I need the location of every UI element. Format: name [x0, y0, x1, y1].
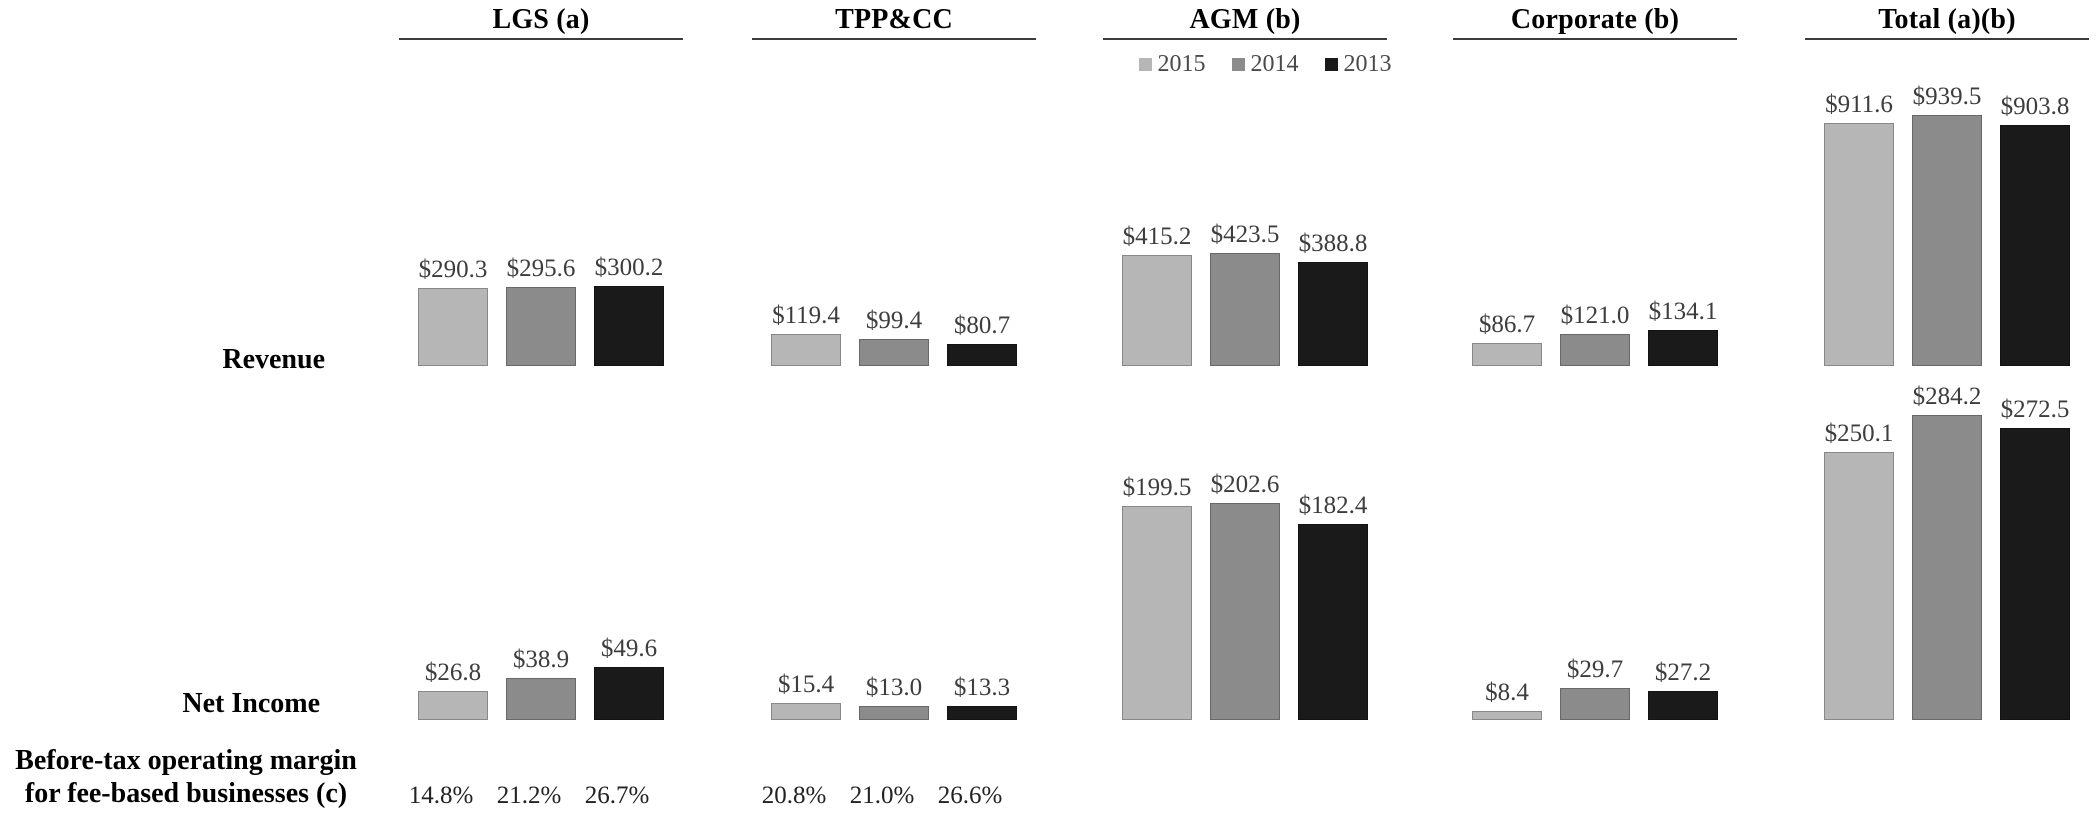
net-income-value-label: $13.0: [865, 674, 923, 701]
legend-swatch-icon: [1231, 57, 1245, 71]
revenue-bar-2015: [1824, 123, 1894, 366]
net-income-value-label: $202.6: [1210, 471, 1280, 498]
revenue-value-label: $415.2: [1122, 223, 1192, 250]
revenue-bar-2014: [1560, 334, 1630, 366]
margin-value-2013: 26.6%: [937, 782, 1003, 809]
margin-value-2014: 21.0%: [849, 782, 915, 809]
legend-swatch-icon: [1324, 57, 1338, 71]
revenue-value-label: $134.1: [1648, 298, 1718, 325]
net-income-bar-2014: [506, 678, 576, 720]
revenue-value-label: $903.8: [2000, 93, 2070, 120]
revenue-value-label: $295.6: [506, 255, 576, 282]
margin-value-2015: 14.8%: [408, 782, 474, 809]
net-income-value-label: $182.4: [1298, 492, 1368, 519]
revenue-bar-2013: [947, 344, 1017, 366]
net-income-bar-2015: [1122, 506, 1192, 720]
net-income-value-label: $27.2: [1654, 659, 1712, 686]
net-income-value-label: $29.7: [1566, 656, 1624, 683]
net-income-value-label: $8.4: [1485, 679, 1529, 706]
revenue-value-label: $119.4: [772, 302, 840, 329]
net-income-value-label: $284.2: [1912, 383, 1982, 410]
legend-year-label: 2014: [1250, 51, 1299, 77]
net-income-bar-2014: [1210, 503, 1280, 720]
row-label-before-tax-margin-line2: for fee-based businesses (c): [24, 778, 348, 809]
net-income-bar-2015: [771, 703, 841, 720]
net-income-bar-2014: [1912, 415, 1982, 720]
net-income-value-label: $26.8: [424, 659, 482, 686]
net-income-value-label: $49.6: [600, 635, 658, 662]
revenue-value-label: $80.7: [953, 312, 1011, 339]
net-income-bar-2014: [1560, 688, 1630, 720]
revenue-value-label: $86.7: [1478, 311, 1536, 338]
segment-header-tpp-cc: TPP&CC: [752, 4, 1036, 40]
net-income-value-label: $272.5: [2000, 396, 2070, 423]
revenue-bar-2013: [1298, 262, 1368, 366]
revenue-value-label: $939.5: [1912, 83, 1982, 110]
revenue-value-label: $121.0: [1560, 302, 1630, 329]
segment-header-corporate-b: Corporate (b): [1453, 4, 1737, 40]
net-income-bar-2015: [1824, 452, 1894, 720]
margin-value-2014: 21.2%: [496, 782, 562, 809]
margin-value-2013: 26.7%: [584, 782, 650, 809]
net-income-bar-2013: [1648, 691, 1718, 720]
legend-swatch-icon: [1138, 57, 1152, 71]
row-label-before-tax-margin: Before-tax operating margin for fee-base…: [0, 744, 372, 810]
net-income-value-label: $15.4: [777, 671, 835, 698]
net-income-value-label: $13.3: [953, 674, 1011, 701]
row-label-net-income: Net Income: [182, 688, 320, 719]
legend-item-2014: 2014: [1231, 51, 1299, 77]
revenue-bar-2013: [1648, 330, 1718, 366]
revenue-value-label: $300.2: [594, 254, 664, 281]
margin-value-2015: 20.8%: [761, 782, 827, 809]
row-label-before-tax-margin-line1: Before-tax operating margin: [15, 745, 357, 776]
segment-header-total-a-b: Total (a)(b): [1805, 4, 2089, 40]
legend-item-2015: 2015: [1138, 51, 1206, 77]
chart-legend: 2015 2014 2013: [1095, 52, 1435, 76]
revenue-bar-2015: [418, 288, 488, 366]
revenue-bar-2015: [1472, 343, 1542, 366]
revenue-bar-2014: [1912, 115, 1982, 366]
net-income-bar-2015: [1472, 711, 1542, 720]
net-income-value-label: $199.5: [1122, 474, 1192, 501]
revenue-bar-2014: [859, 339, 929, 366]
net-income-bar-2014: [859, 706, 929, 720]
revenue-bar-2015: [771, 334, 841, 366]
net-income-bar-2015: [418, 691, 488, 720]
legend-item-2013: 2013: [1324, 51, 1392, 77]
net-income-bar-2013: [2000, 428, 2070, 720]
revenue-value-label: $99.4: [865, 307, 923, 334]
revenue-bar-2013: [2000, 125, 2070, 366]
revenue-value-label: $911.6: [1825, 91, 1893, 118]
net-income-value-label: $38.9: [512, 646, 570, 673]
revenue-bar-2015: [1122, 255, 1192, 366]
net-income-value-label: $250.1: [1824, 420, 1894, 447]
revenue-bar-2013: [594, 286, 664, 366]
legend-year-label: 2013: [1343, 51, 1392, 77]
net-income-bar-2013: [947, 706, 1017, 720]
legend-year-label: 2015: [1157, 51, 1206, 77]
segment-header-lgs-a: LGS (a): [399, 4, 683, 40]
net-income-bar-2013: [594, 667, 664, 720]
revenue-bar-2014: [1210, 253, 1280, 366]
revenue-value-label: $290.3: [418, 256, 488, 283]
row-label-revenue: Revenue: [222, 344, 325, 375]
revenue-value-label: $388.8: [1298, 230, 1368, 257]
revenue-bar-2014: [506, 287, 576, 366]
net-income-bar-2013: [1298, 524, 1368, 720]
segment-header-agm-b: AGM (b): [1103, 4, 1387, 40]
revenue-value-label: $423.5: [1210, 221, 1280, 248]
